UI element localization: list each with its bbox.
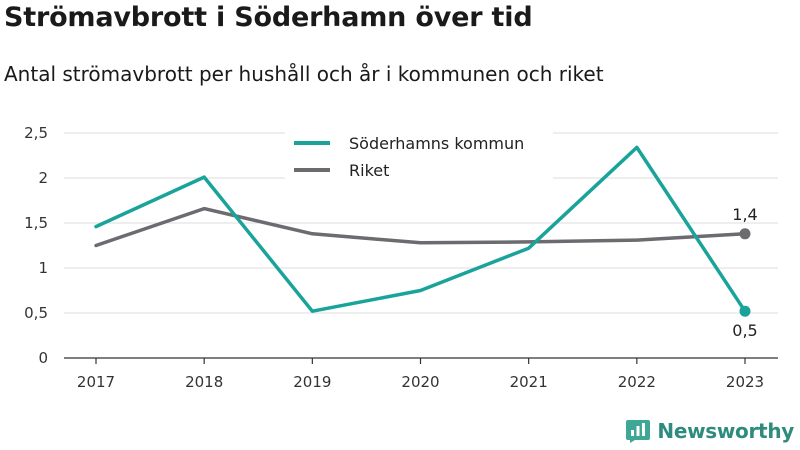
newsworthy-logo-icon [626, 420, 651, 443]
brand-logo: Newsworthy [625, 418, 794, 444]
x-tick-label: 2019 [293, 373, 331, 391]
y-tick-label: 0,5 [24, 304, 48, 322]
x-tick-label: 2018 [185, 373, 223, 391]
series-line-s-derhamns-kommun [94, 145, 747, 313]
series-line-riket [94, 206, 747, 248]
x-tick-label: 2022 [618, 373, 656, 391]
legend-background [285, 127, 553, 183]
x-tick-label: 2020 [401, 373, 439, 391]
brand-name: Newsworthy [657, 419, 794, 443]
y-tick-label: 2 [38, 169, 48, 187]
chart-subtitle: Antal strömavbrott per hushåll och år i … [4, 62, 604, 86]
y-tick-label: 0 [38, 349, 48, 367]
end-value-label: 1,4 [732, 205, 757, 224]
y-tick-label: 2,5 [24, 124, 48, 142]
legend-label: Riket [349, 161, 389, 180]
x-tick-label: 2021 [510, 373, 548, 391]
legend-label: Söderhamns kommun [349, 134, 524, 153]
y-tick-label: 1,5 [24, 214, 48, 232]
end-point-s-derhamns-kommun [739, 305, 751, 317]
x-tick-label: 2017 [77, 373, 115, 391]
chart-title: Strömavbrott i Söderhamn över tid [4, 2, 533, 33]
x-tick-label: 2023 [726, 373, 764, 391]
end-point-riket [739, 228, 751, 240]
end-value-label: 0,5 [732, 321, 757, 340]
y-tick-label: 1 [38, 259, 48, 277]
